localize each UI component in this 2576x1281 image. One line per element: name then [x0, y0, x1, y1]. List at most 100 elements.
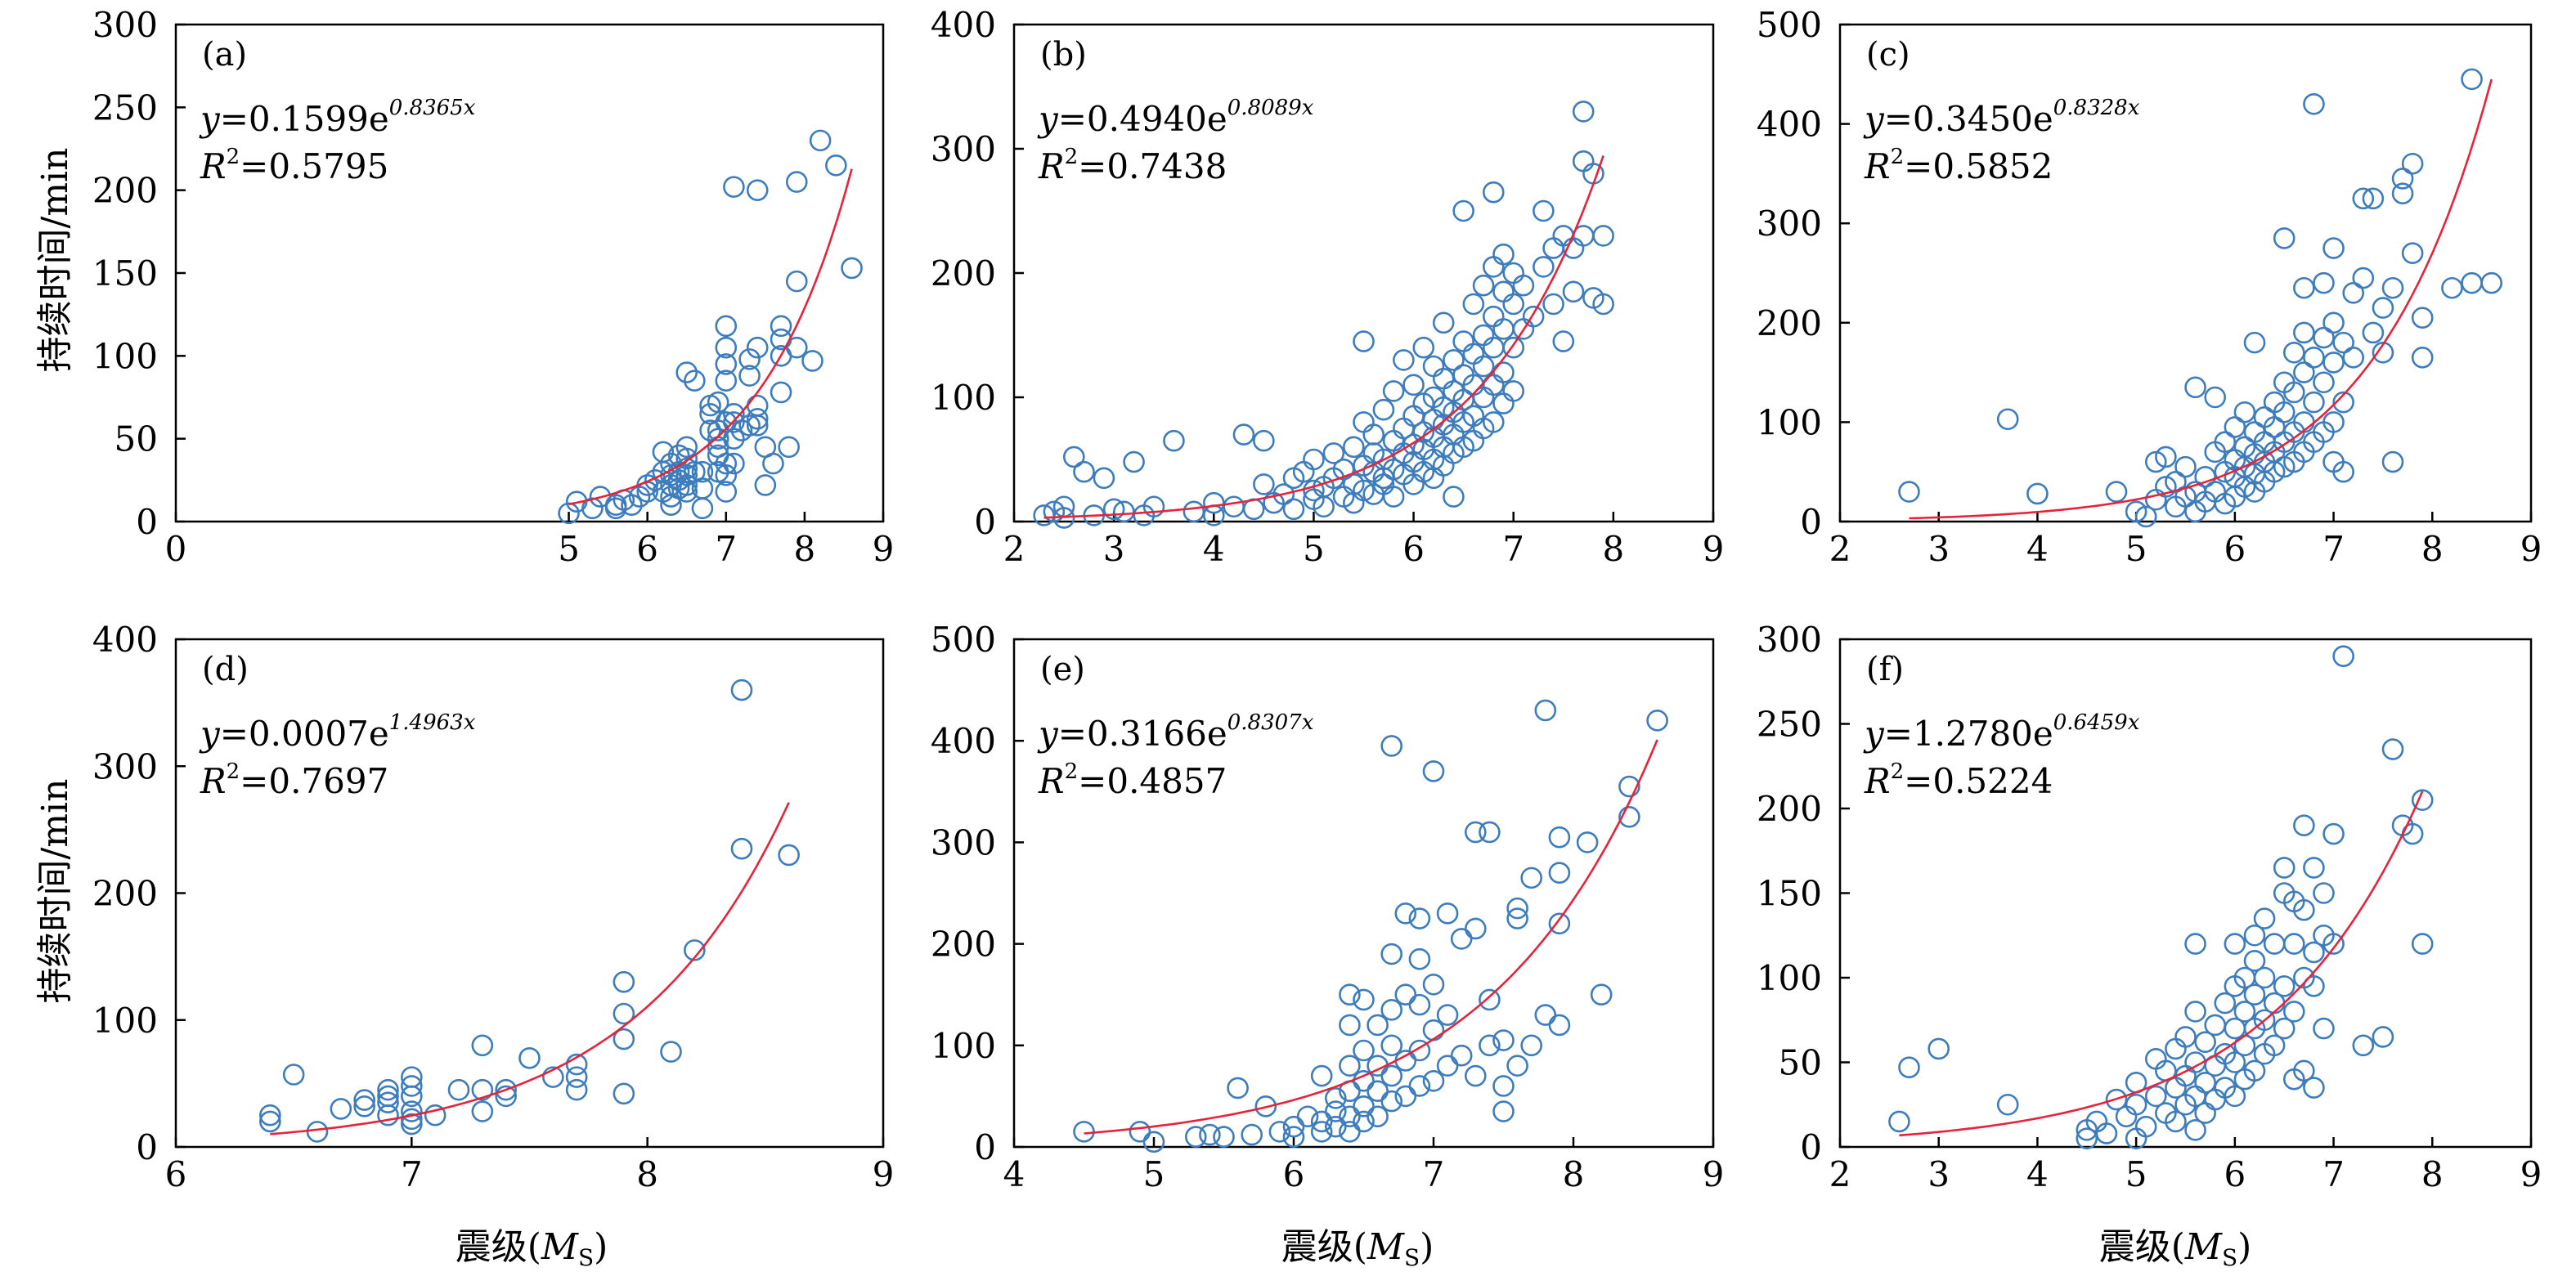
data-point: [377, 1078, 399, 1101]
data-point: [1436, 903, 1459, 925]
data-point: [495, 1085, 517, 1108]
data-point: [2243, 331, 2266, 354]
data-point: [2243, 1059, 2266, 1082]
data-point: [1522, 305, 1545, 328]
data-point: [2026, 482, 2049, 505]
data-point: [471, 1034, 494, 1057]
y-tick-label: 100: [1757, 958, 1822, 998]
x-axis-title-main: 震级(: [1281, 1226, 1367, 1268]
data-point: [1492, 280, 1515, 303]
data-point: [723, 176, 745, 198]
r-squared: R2=0.5224: [1864, 759, 2053, 801]
data-point: [377, 1091, 399, 1113]
fit-curve: [270, 802, 790, 1135]
data-point: [2273, 975, 2296, 997]
equation-y: y: [199, 714, 221, 754]
x-tick-label: 8: [794, 529, 816, 569]
data-point: [2144, 1085, 2167, 1108]
data-point: [1353, 479, 1375, 502]
data-point: [1408, 993, 1431, 1016]
data-point: [2174, 455, 2197, 478]
data-point: [1253, 429, 1275, 452]
data-point: [621, 494, 643, 517]
x-tick-label: 9: [2520, 529, 2542, 569]
data-point: [785, 270, 808, 293]
data-point: [1241, 1123, 1263, 1146]
fit-equation: y=0.3450e0.8328x: [1863, 96, 2140, 139]
y-tick-label: 0: [136, 502, 158, 542]
data-point: [2391, 182, 2414, 205]
y-tick-label: 200: [92, 874, 158, 914]
data-point: [1380, 999, 1402, 1021]
data-point: [2224, 416, 2246, 438]
data-point: [1353, 1069, 1375, 1092]
data-point: [1592, 293, 1614, 316]
fit-curve: [1043, 155, 1604, 519]
data-point: [2184, 1119, 2206, 1141]
data-point: [330, 1098, 352, 1120]
fit-equation: y=1.2780e0.6459x: [1863, 710, 2140, 754]
data-point: [2303, 857, 2325, 879]
x-tick-label: 5: [1303, 529, 1325, 569]
data-point: [1432, 367, 1455, 390]
data-point: [730, 837, 753, 860]
data-point: [1393, 349, 1415, 371]
data-point: [2411, 307, 2434, 329]
data-point: [1282, 1126, 1305, 1148]
data-point: [2204, 386, 2227, 409]
r-squared: R2=0.7438: [1038, 145, 1227, 186]
data-point: [1282, 498, 1305, 521]
y-tick-label: 100: [931, 378, 996, 418]
data-point: [2125, 500, 2147, 523]
data-point: [675, 361, 698, 383]
data-point: [613, 1002, 635, 1025]
data-point: [2322, 933, 2345, 955]
equation-exponent: 0.8328x: [2053, 96, 2140, 120]
data-point: [1102, 498, 1125, 521]
data-point: [1482, 305, 1505, 328]
data-point: [2273, 227, 2296, 249]
panel-e: 4 5 6 7 8 9 0 100 200 300 400 500 (e) y=0.3166e0.8307…: [931, 620, 1725, 1194]
y-tick-label: 50: [1779, 1043, 1822, 1083]
data-point: [2243, 983, 2266, 1006]
data-point: [2401, 152, 2424, 175]
equation-body: =0.3450e: [1884, 99, 2053, 139]
equation-body: =0.0007e: [220, 714, 389, 754]
data-point: [2273, 1017, 2296, 1040]
data-point: [1380, 943, 1402, 965]
panel-f: 2 3 4 5 6 7 8 9 0 50 100 150 200 250 300 (f) y=1.2780e0.…: [1757, 620, 2542, 1194]
y-tick-label: 300: [931, 822, 996, 862]
data-point: [770, 381, 792, 404]
data-point: [2144, 450, 2167, 473]
data-point: [2233, 1001, 2256, 1023]
panel-label: (d): [202, 651, 249, 688]
data-point: [675, 447, 698, 470]
fit-curve: [568, 168, 853, 506]
data-point: [1422, 355, 1445, 378]
data-point: [1367, 1105, 1389, 1128]
x-tick-label: 8: [1563, 1154, 1585, 1194]
data-point: [2263, 933, 2286, 955]
data-point: [2224, 1051, 2246, 1073]
equation-body: =0.4940e: [1058, 99, 1227, 139]
panel-label: (f): [1866, 651, 1904, 688]
y-tick-label: 500: [1757, 5, 1822, 45]
data-point: [2461, 271, 2483, 294]
fit-curve: [1909, 78, 2493, 520]
data-point: [1310, 1064, 1333, 1087]
data-point: [1542, 293, 1564, 316]
x-tick-label: 3: [1928, 529, 1950, 569]
data-point: [1303, 448, 1325, 471]
x-tick-label: 5: [2125, 1154, 2147, 1194]
data-point: [2303, 975, 2325, 997]
data-point: [2381, 738, 2404, 760]
data-point: [2282, 1001, 2305, 1023]
y-tick-label: 400: [1757, 105, 1822, 145]
y-tick-label: 0: [136, 1127, 158, 1167]
x-tick-label: 6: [1402, 529, 1425, 569]
data-point: [1432, 311, 1455, 334]
data-point: [2155, 476, 2177, 498]
data-point: [715, 452, 738, 475]
data-point: [1183, 500, 1205, 523]
